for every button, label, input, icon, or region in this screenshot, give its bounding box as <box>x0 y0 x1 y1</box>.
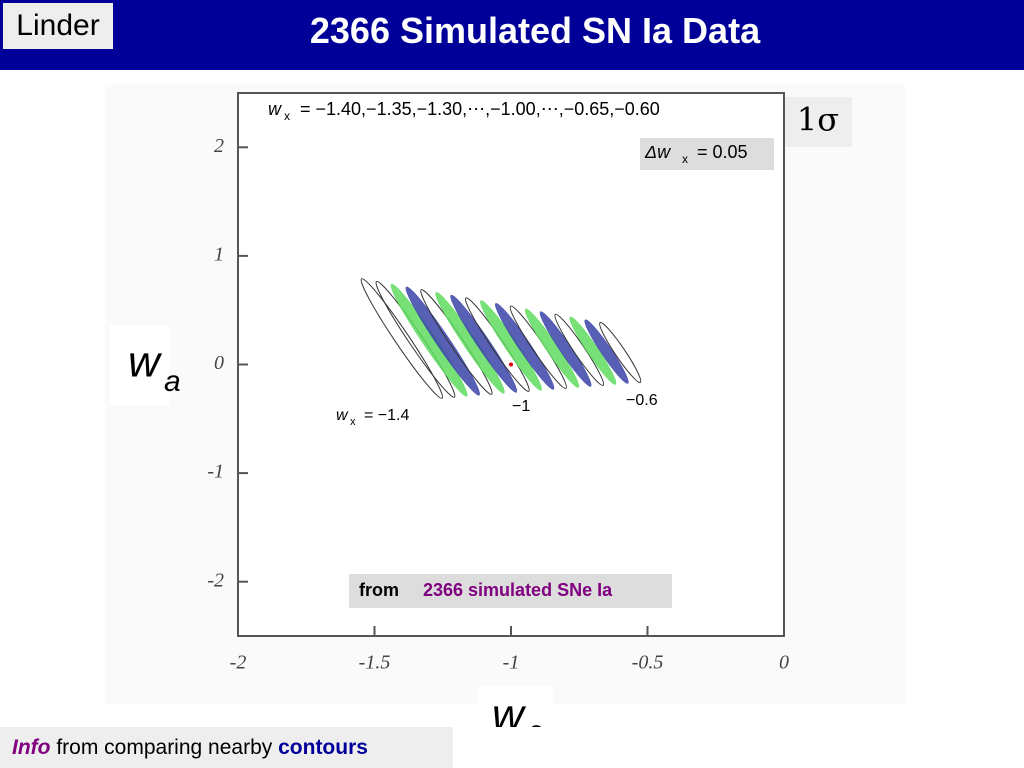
footer-text: from comparing nearby <box>56 736 273 759</box>
y-tick-label: 0 <box>214 352 224 374</box>
left-text: = −1.4 <box>364 407 409 424</box>
source-prefix: from <box>359 580 399 600</box>
x-tick-label: -1.5 <box>359 652 391 674</box>
y-tick-label: -2 <box>207 569 224 591</box>
left-w: w <box>336 407 349 424</box>
header-bar: Linder 2366 Simulated SN Ia Data <box>0 0 1024 70</box>
x-label-sub: 0 <box>528 720 545 727</box>
source-text: 2366 simulated SNe Ia <box>423 580 613 600</box>
x-tick-label: -0.5 <box>632 652 664 674</box>
contour <box>390 283 468 397</box>
y-label-sub: a <box>164 365 181 398</box>
x-tick-label: -1 <box>503 652 520 674</box>
right-label: −0.6 <box>626 392 658 409</box>
footer-lead: Info <box>12 736 51 759</box>
contour <box>509 305 567 389</box>
footer-note: Info from comparing nearby contours <box>0 727 453 768</box>
plot-panel <box>105 84 905 704</box>
left-sub: x <box>350 416 356 428</box>
source-box <box>349 574 672 608</box>
y-tick-label: 2 <box>214 135 224 157</box>
contour <box>360 278 443 399</box>
fiducial-point <box>509 362 513 367</box>
y-label: w <box>128 338 163 387</box>
list-sub: x <box>284 109 290 123</box>
y-label-bg <box>110 325 170 405</box>
contour <box>554 313 605 386</box>
contour <box>584 319 629 384</box>
contour <box>495 303 555 390</box>
x-tick-label: -2 <box>230 652 247 674</box>
x-label: w <box>492 691 527 727</box>
contour <box>480 300 542 391</box>
mid-label: −1 <box>512 398 530 415</box>
contour <box>450 294 518 393</box>
step-text: = 0.05 <box>697 142 748 162</box>
sigma-box <box>785 97 852 147</box>
contour <box>569 316 617 385</box>
step-w: Δw <box>644 142 671 162</box>
author: Linder <box>3 3 113 49</box>
sigma-label: 1σ <box>797 101 839 139</box>
footer-emphasis: contours <box>278 736 368 759</box>
chart: 1σ w a w 0 w x = −1.40,−1.35,−1.30,⋯,−1.… <box>105 84 905 727</box>
plot-frame <box>237 92 785 637</box>
contour <box>420 289 493 395</box>
step-sub: x <box>682 152 688 166</box>
x-label-bg <box>478 686 553 727</box>
contour <box>375 280 456 398</box>
y-tick-label: 1 <box>214 243 224 265</box>
slide-title: 2366 Simulated SN Ia Data <box>309 10 761 51</box>
contour <box>464 297 530 392</box>
contour <box>539 311 592 387</box>
contour <box>435 292 505 394</box>
contour <box>405 286 480 396</box>
step-box <box>640 138 774 170</box>
contour <box>524 308 580 388</box>
contour <box>599 322 642 383</box>
list-text: = −1.40,−1.35,−1.30,⋯,−1.00,⋯,−0.65,−0.6… <box>300 99 660 119</box>
y-tick-label: -1 <box>207 461 224 483</box>
x-tick-label: 0 <box>779 652 789 674</box>
list-w: w <box>268 99 282 119</box>
